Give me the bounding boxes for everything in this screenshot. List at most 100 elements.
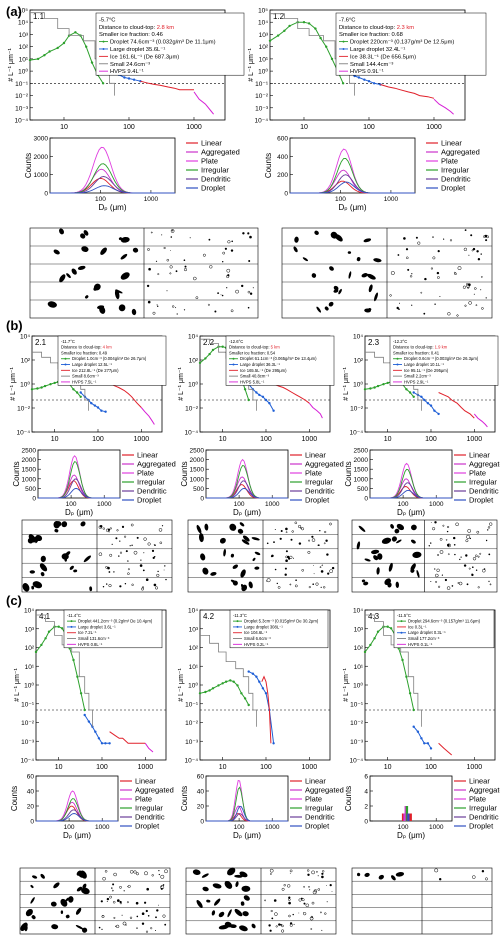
particle-image (202, 567, 209, 575)
droplet-image (144, 871, 148, 876)
droplet-image (305, 903, 310, 908)
y-tick-label: 2000 (354, 457, 369, 464)
legend-box (225, 335, 335, 386)
y-tick-label: 2500 (190, 448, 205, 455)
panel-label-c: (c) (6, 593, 22, 608)
data-point (217, 684, 220, 687)
habit-legend-label: Irregular (135, 804, 163, 813)
droplet-image (126, 901, 129, 904)
droplet-image (222, 261, 224, 263)
droplet-image (227, 240, 231, 244)
x-axis-label: Dₚ (μm) (65, 508, 93, 517)
habit-curve-droplet (206, 805, 288, 822)
droplet-image (119, 551, 123, 554)
x-tick-label: 1000 (426, 124, 442, 131)
y-tick-label: 10² (354, 358, 364, 365)
habit-legend-label: Plate (469, 795, 486, 804)
legend-entry: Droplet 74.6cm⁻³ (0.032g/m³ De 11.1μm) (110, 40, 216, 46)
habit-curve-dendritic (50, 176, 175, 194)
data-point (288, 24, 291, 28)
series-line-ice (273, 383, 310, 404)
droplet-image (315, 582, 319, 586)
habit-legend-label: Droplet (201, 184, 226, 193)
data-point (416, 730, 420, 733)
droplet-image (184, 265, 187, 268)
droplet-image (158, 528, 163, 532)
x-tick-label: 10 (384, 764, 392, 771)
legend-entry: HVPS 0.2L⁻¹ (244, 642, 269, 647)
habit-legend-label: Droplet (135, 822, 160, 831)
data-point (90, 402, 93, 405)
droplet-image (288, 896, 291, 899)
droplet-image (317, 888, 321, 891)
particle-image (391, 536, 397, 542)
droplet-image (309, 916, 314, 921)
data-point (83, 708, 86, 712)
habit-legend-label: Irregular (469, 804, 497, 813)
particle-image (232, 564, 239, 569)
y-tick-label: 1000 (354, 476, 369, 483)
particle-image (120, 253, 128, 260)
data-point (72, 388, 75, 391)
y-tick-label: 10¹ (189, 664, 199, 671)
data-point (302, 21, 306, 24)
droplet-image (285, 531, 288, 534)
data-point (211, 348, 215, 352)
x-tick-label: 10 (60, 124, 68, 131)
legend-marker (232, 363, 235, 366)
habit-legend-label: Irregular (305, 478, 333, 487)
droplet-image (107, 566, 110, 570)
data-point (96, 406, 100, 409)
legend-entry: Smaller ice fraction: 0.54 (229, 350, 276, 355)
legend-entry: Ice 212.8L⁻¹ (De 277μm) (72, 368, 119, 373)
legend-marker (400, 620, 403, 623)
droplet-image (224, 247, 227, 250)
droplet-image (390, 271, 395, 275)
droplet-image (146, 284, 150, 288)
habit-legend-label: Aggregated (201, 148, 240, 157)
droplet-image (389, 294, 392, 297)
particle-image-grid-1.2 (281, 227, 493, 319)
droplet-image (274, 568, 277, 571)
droplet-image (438, 585, 441, 588)
y-tick-label: 10⁻¹ (350, 701, 364, 708)
droplet-image (442, 524, 445, 527)
droplet-image (268, 924, 271, 927)
droplet-image (473, 293, 475, 295)
legend-entry: Droplet 441.2cm⁻³ (0.2g/m³ De 10.4μm) (78, 619, 153, 624)
particle-image (69, 565, 74, 570)
y-tick-label: 10⁻¹ (255, 81, 269, 88)
droplet-image (443, 238, 445, 240)
droplet-image (249, 235, 252, 239)
droplet-image (457, 266, 462, 271)
droplet-image (403, 237, 406, 240)
droplet-image (130, 523, 134, 527)
droplet-image (477, 586, 480, 589)
droplet-image (303, 885, 305, 888)
droplet-image (465, 539, 469, 543)
droplet-image (249, 292, 253, 295)
data-point (261, 395, 265, 398)
droplet-image (327, 572, 330, 575)
habit-curve-droplet (50, 185, 175, 194)
series-line-ice (105, 381, 142, 408)
data-point (90, 61, 94, 64)
plot-frame (205, 775, 289, 822)
droplet-image (310, 928, 313, 930)
droplet-image (481, 870, 485, 873)
y-tick-label: 40 (197, 789, 205, 796)
particle-image (311, 273, 317, 278)
droplet-image (126, 560, 129, 562)
particle-image (390, 524, 394, 529)
droplet-image (115, 925, 117, 927)
y-tick-label: 500 (25, 486, 36, 493)
data-point (373, 386, 376, 389)
legend-marker (342, 47, 345, 50)
droplet-image (169, 265, 173, 269)
habit-legend-label: Irregular (201, 166, 229, 175)
droplet-image (161, 234, 163, 236)
particle-image (374, 292, 378, 302)
habit-curve-plate (206, 779, 288, 822)
data-point (100, 409, 103, 412)
droplet-image (136, 536, 139, 539)
